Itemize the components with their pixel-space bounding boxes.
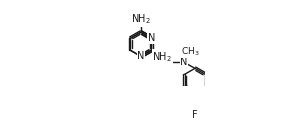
Text: N: N: [137, 51, 144, 61]
Text: F: F: [192, 110, 198, 120]
Text: N: N: [148, 33, 155, 43]
Text: CH$_3$: CH$_3$: [181, 45, 200, 58]
Text: N: N: [180, 57, 188, 67]
Text: NH$_2$: NH$_2$: [131, 13, 151, 26]
Text: NH$_2$: NH$_2$: [152, 50, 172, 64]
